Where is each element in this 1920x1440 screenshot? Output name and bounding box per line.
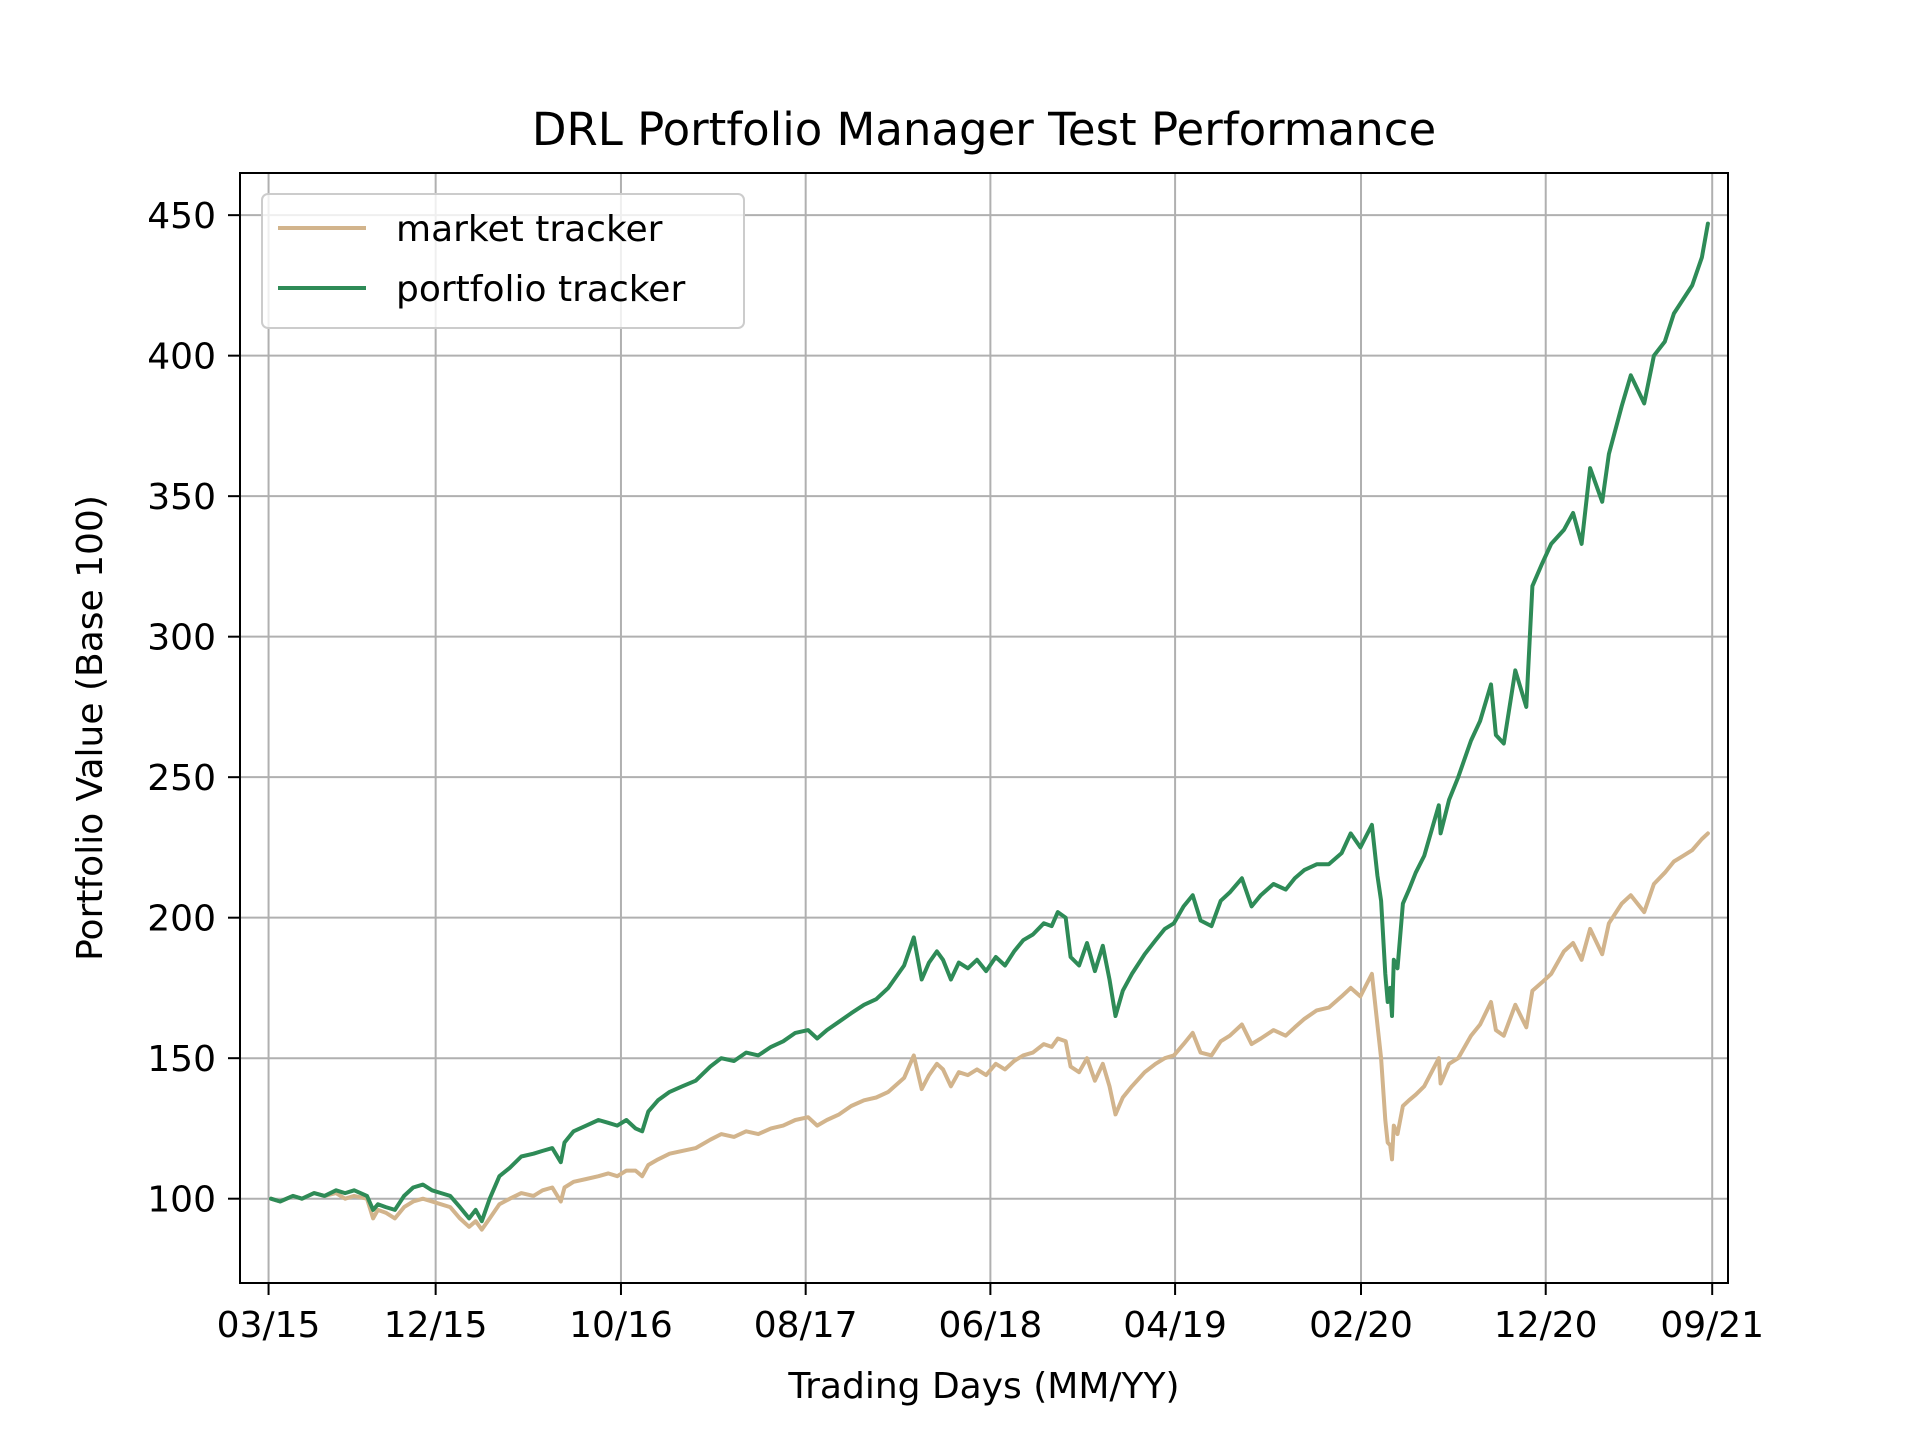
y-tick-label: 250 <box>147 758 216 799</box>
y-tick-label: 150 <box>147 1039 216 1080</box>
plot-area-frame <box>239 172 1729 1284</box>
x-axis-label: Trading Days (MM/YY) <box>787 1366 1179 1407</box>
series-line-market-tracker <box>269 831 1710 1232</box>
x-tick-label: 02/20 <box>1309 1305 1413 1346</box>
y-tick-label: 450 <box>147 196 216 237</box>
x-axis: 03/15 12/15 10/16 08/17 06/18 04/19 02/20 12/20… <box>217 1283 1764 1346</box>
y-tick-label: 300 <box>147 618 216 659</box>
y-tick-label: 100 <box>147 1180 216 1221</box>
y-axis-label: Portfolio Value (Base 100) <box>70 495 111 961</box>
x-tick-label: 12/20 <box>1494 1305 1598 1346</box>
series-line-portfolio-tracker <box>269 221 1710 1224</box>
x-tick-label: 09/21 <box>1660 1305 1764 1346</box>
chart-title: DRL Portfolio Manager Test Performance <box>532 103 1436 156</box>
x-tick-label: 03/15 <box>217 1305 321 1346</box>
y-tick-label: 400 <box>147 337 216 378</box>
legend-frame <box>261 193 745 329</box>
series-layer <box>269 221 1710 1232</box>
x-tick-label: 08/17 <box>754 1305 858 1346</box>
x-tick-label: 10/16 <box>569 1305 673 1346</box>
legend-label-portfolio-tracker: portfolio tracker <box>396 269 685 310</box>
y-tick-label: 350 <box>147 477 216 518</box>
x-tick-label: 12/15 <box>384 1305 488 1346</box>
x-tick-label: 06/18 <box>939 1305 1043 1346</box>
plot-area-background <box>240 173 1728 1283</box>
legend: market tracker portfolio tracker <box>261 193 745 329</box>
y-tick-label: 200 <box>147 899 216 940</box>
y-axis: 100 150 200 250 300 350 400 450 <box>147 196 240 1221</box>
grid <box>240 173 1728 1283</box>
x-tick-label: 04/19 <box>1123 1305 1227 1346</box>
legend-label-market-tracker: market tracker <box>396 209 663 250</box>
